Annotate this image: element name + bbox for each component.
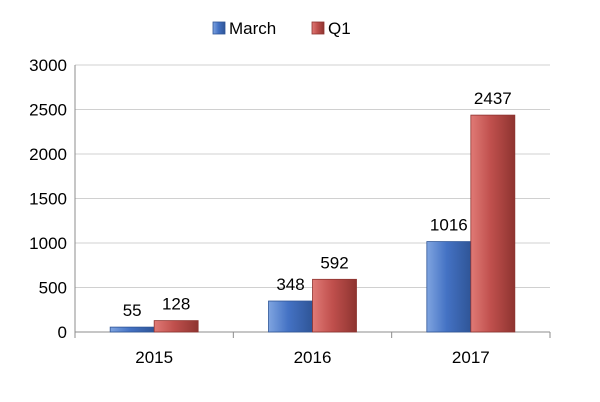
legend: March Q1 <box>212 19 351 38</box>
data-label: 128 <box>162 295 190 314</box>
x-tick-label: 2017 <box>452 348 490 367</box>
data-label: 55 <box>123 301 142 320</box>
x-tick-label: 2015 <box>135 348 173 367</box>
y-tick-label: 2000 <box>29 145 67 164</box>
y-tick-label: 500 <box>39 279 67 298</box>
y-tick-label: 0 <box>58 323 67 342</box>
bar-march-2015 <box>109 326 155 333</box>
x-tick-label: 2016 <box>294 348 332 367</box>
y-tick-label: 1500 <box>29 190 67 209</box>
data-label: 2437 <box>474 89 512 108</box>
y-tick-label: 2500 <box>29 101 67 120</box>
legend-swatch-q1 <box>311 21 325 35</box>
legend-label-q1: Q1 <box>328 19 351 38</box>
bar-q1-2016 <box>312 278 357 333</box>
y-tick-label: 1000 <box>29 234 67 253</box>
bar-march-2016 <box>268 300 313 333</box>
legend-label-march: March <box>229 19 276 38</box>
y-tick-label: 3000 <box>29 56 67 75</box>
legend-swatch-march <box>212 21 226 35</box>
data-labels: 55 128 348 592 1016 2437 <box>123 89 512 320</box>
data-label: 348 <box>276 275 304 294</box>
bars <box>109 114 516 333</box>
bar-march-2017 <box>426 241 472 333</box>
data-label: 592 <box>320 253 348 272</box>
bar-q1-2017 <box>470 114 516 333</box>
data-label: 1016 <box>430 216 468 235</box>
bar-q1-2015 <box>153 320 199 333</box>
